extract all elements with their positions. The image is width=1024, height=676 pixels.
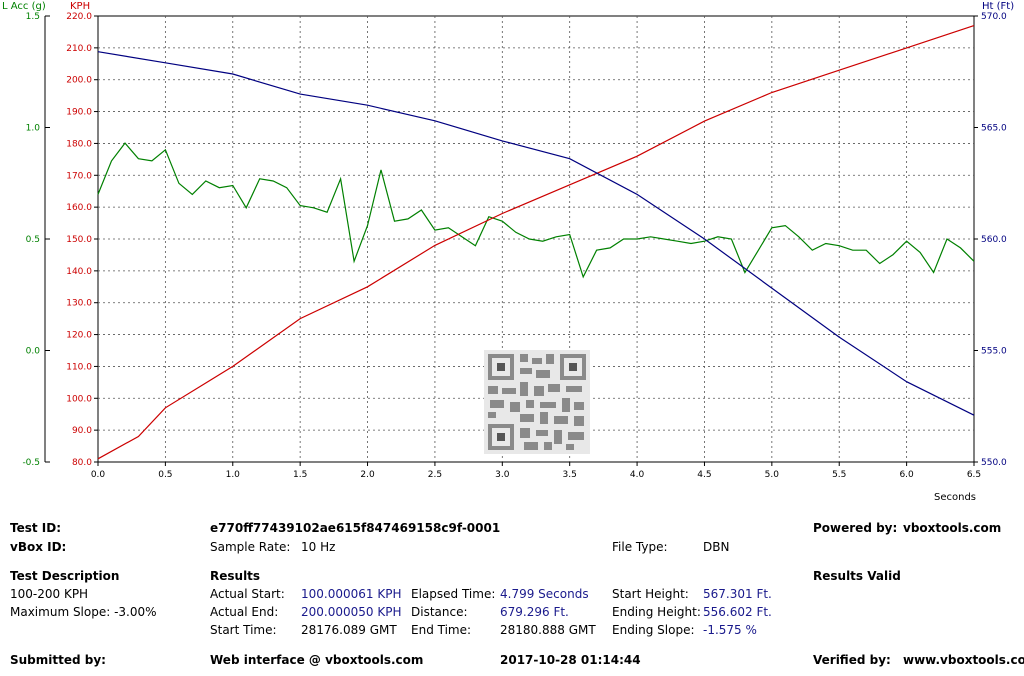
distance-value: 679.296 Ft. <box>500 605 569 619</box>
x-tick-label: 0.0 <box>91 470 106 480</box>
x-tick-label: 6.5 <box>967 470 981 480</box>
ending-slope-label: Ending Slope: <box>612 623 695 637</box>
x-tick-label: 2.5 <box>428 470 442 480</box>
y-tick-label-kph: 110.0 <box>66 362 92 372</box>
x-tick-label: 0.5 <box>158 470 172 480</box>
y-tick-label-ht: 565.0 <box>981 124 1007 134</box>
x-tick-label: 4.0 <box>630 470 645 480</box>
sample-rate-label: Sample Rate: <box>210 540 291 554</box>
file-type-value: DBN <box>703 540 730 554</box>
x-tick-label: 3.0 <box>495 470 510 480</box>
x-tick-label: 5.0 <box>765 470 780 480</box>
x-tick-label: 3.5 <box>563 470 577 480</box>
y-tick-label-kph: 140.0 <box>66 267 92 277</box>
test-description-heading: Test Description <box>10 569 120 583</box>
y-tick-label-acc: -0.5 <box>22 458 40 468</box>
verified-by-value[interactable]: www.vboxtools.com <box>903 653 1024 667</box>
end-time-label: End Time: <box>411 623 472 637</box>
report-datetime: 2017-10-28 01:14:44 <box>500 653 641 667</box>
y-tick-label-ht: 570.0 <box>981 12 1007 22</box>
start-time-value: 28176.089 GMT <box>301 623 397 637</box>
y-tick-label-kph: 150.0 <box>66 235 92 245</box>
ending-slope-value: -1.575 % <box>703 623 757 637</box>
ending-height-label: Ending Height: <box>612 605 701 619</box>
qr-code-icon <box>484 350 590 454</box>
actual-end-label: Actual End: <box>210 605 279 619</box>
desc-line-2: Maximum Slope: -3.00% <box>10 605 157 619</box>
sample-rate-value: 10 Hz <box>301 540 336 554</box>
y-tick-label-kph: 170.0 <box>66 171 92 181</box>
distance-label: Distance: <box>411 605 468 619</box>
x-tick-label: 5.5 <box>832 470 846 480</box>
test-id-value: e770ff77439102ae615f847469158c9f-0001 <box>210 521 501 535</box>
elapsed-value: 4.799 Seconds <box>500 587 589 601</box>
desc-line-1: 100-200 KPH <box>10 587 89 601</box>
series-line-kph <box>97 25 975 460</box>
y-axis-label-kph: KPH <box>70 1 90 12</box>
y-tick-label-ht: 550.0 <box>981 458 1007 468</box>
y-tick-label-kph: 180.0 <box>66 139 92 149</box>
y-tick-label-kph: 200.0 <box>66 76 92 86</box>
file-type-label: File Type: <box>612 540 668 554</box>
chart: 0.0 0.5 1.0 1.5 2.0 2.5 3.0 3.5 4.0 4.5 5.0 5.5 6.0 6… <box>2 1 1014 503</box>
start-height-value: 567.301 Ft. <box>703 587 772 601</box>
actual-start-label: Actual Start: <box>210 587 285 601</box>
test-id-label: Test ID: <box>10 521 62 535</box>
end-time-value: 28180.888 GMT <box>500 623 596 637</box>
y-tick-label-acc: 1.5 <box>26 12 40 22</box>
verified-by-label: Verified by: <box>813 653 891 667</box>
actual-start-value: 100.000061 KPH <box>301 587 402 601</box>
vbox-id-label: vBox ID: <box>10 540 67 554</box>
submitted-by-label: Submitted by: <box>10 653 106 667</box>
results-valid: Results Valid <box>813 569 901 583</box>
results-heading: Results <box>210 569 261 583</box>
start-time-label: Start Time: <box>210 623 277 637</box>
y-tick-label-kph: 130.0 <box>66 299 92 309</box>
y-tick-label-acc: 1.0 <box>26 124 41 134</box>
x-tick-label: 6.0 <box>899 470 914 480</box>
y-tick-label-acc: 0.5 <box>26 235 40 245</box>
y-tick-label-kph: 100.0 <box>66 394 92 404</box>
web-interface-link[interactable]: Web interface @ vboxtools.com <box>210 653 424 667</box>
x-tick-label: 4.5 <box>697 470 711 480</box>
powered-by-value: vboxtools.com <box>903 521 1002 535</box>
y-tick-label-kph: 80.0 <box>72 458 92 468</box>
y-tick-label-ht: 560.0 <box>981 235 1007 245</box>
y-tick-label-kph: 120.0 <box>66 331 92 341</box>
x-tick-label: 1.5 <box>293 470 307 480</box>
y-axis-label-ht: Ht (Ft) <box>982 1 1014 12</box>
y-tick-label-kph: 160.0 <box>66 203 92 213</box>
y-tick-label-kph: 220.0 <box>66 12 92 22</box>
actual-end-value: 200.000050 KPH <box>301 605 402 619</box>
x-tick-label: 1.0 <box>226 470 241 480</box>
y-tick-label-kph: 190.0 <box>66 108 92 118</box>
y-tick-label-ht: 555.0 <box>981 347 1007 357</box>
y-axis-label-acc: L Acc (g) <box>2 1 46 12</box>
series-group <box>97 25 975 460</box>
series-line-acc <box>97 142 975 279</box>
grid <box>98 16 974 462</box>
x-tick-label: 2.0 <box>360 470 375 480</box>
x-axis-label: Seconds <box>934 492 976 503</box>
y-tick-label-kph: 210.0 <box>66 44 92 54</box>
axes: 0.0 0.5 1.0 1.5 2.0 2.5 3.0 3.5 4.0 4.5 5.0 5.5 6.0 6… <box>22 12 1007 480</box>
ending-height-value: 556.602 Ft. <box>703 605 772 619</box>
y-tick-label-acc: 0.0 <box>26 347 41 357</box>
powered-by-label: Powered by: <box>813 521 898 535</box>
series-line-ht <box>97 51 975 416</box>
y-tick-label-kph: 90.0 <box>72 426 92 436</box>
start-height-label: Start Height: <box>612 587 689 601</box>
elapsed-label: Elapsed Time: <box>411 587 496 601</box>
